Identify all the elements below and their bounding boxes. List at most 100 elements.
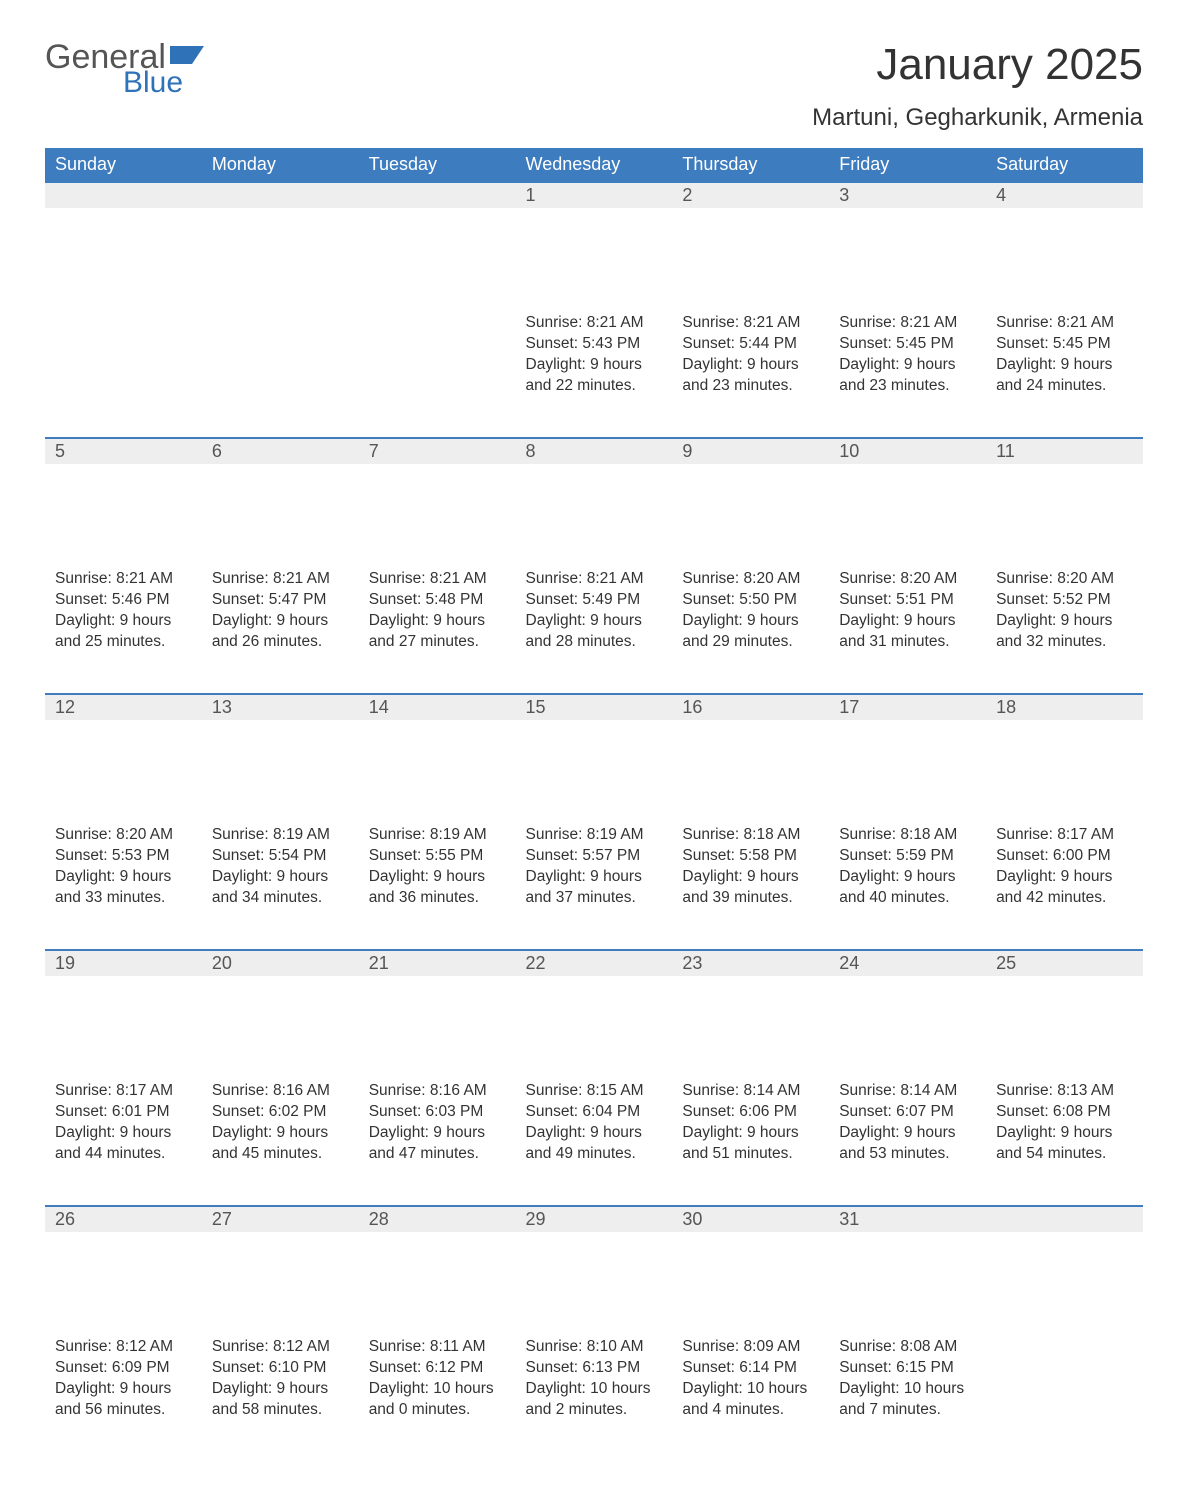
daynum-row: 12131415161718: [45, 693, 1143, 821]
day1-text: Daylight: 9 hours: [369, 867, 506, 888]
day1-text: Daylight: 9 hours: [526, 1123, 663, 1144]
day1-text: Daylight: 9 hours: [212, 1123, 349, 1144]
sunrise-text: Sunrise: 8:10 AM: [526, 1337, 663, 1358]
sunset-text: Sunset: 6:00 PM: [996, 846, 1133, 867]
daynum-row: 1234: [45, 181, 1143, 309]
location-text: Martuni, Gegharkunik, Armenia: [812, 104, 1143, 132]
day2-text: and 28 minutes.: [526, 632, 663, 653]
day-content: Sunrise: 8:17 AMSunset: 6:01 PMDaylight:…: [45, 1077, 202, 1173]
day1-text: Daylight: 9 hours: [682, 867, 819, 888]
daynum-cell: 23: [672, 949, 829, 1077]
daynum-cell: 16: [672, 693, 829, 821]
day-cell: Sunrise: 8:21 AMSunset: 5:47 PMDaylight:…: [202, 565, 359, 693]
sunset-text: Sunset: 6:01 PM: [55, 1102, 192, 1123]
day-cell: Sunrise: 8:20 AMSunset: 5:50 PMDaylight:…: [672, 565, 829, 693]
sunset-text: Sunset: 5:55 PM: [369, 846, 506, 867]
sunset-text: Sunset: 6:07 PM: [839, 1102, 976, 1123]
header-row: General Blue January 2025 Martuni, Gegha…: [45, 40, 1143, 132]
day1-text: Daylight: 9 hours: [996, 867, 1133, 888]
daynum-cell: 7: [359, 437, 516, 565]
day2-text: and 23 minutes.: [839, 376, 976, 397]
sunrise-text: Sunrise: 8:09 AM: [682, 1337, 819, 1358]
day-cell: Sunrise: 8:21 AMSunset: 5:44 PMDaylight:…: [672, 309, 829, 437]
header-row: Sunday Monday Tuesday Wednesday Thursday…: [45, 148, 1143, 181]
daynum-cell: 18: [986, 693, 1143, 821]
day-content: Sunrise: 8:21 AMSunset: 5:49 PMDaylight:…: [516, 565, 673, 661]
day-number: 27: [202, 1205, 359, 1232]
col-saturday: Saturday: [986, 148, 1143, 181]
day1-text: Daylight: 9 hours: [996, 611, 1133, 632]
sunrise-text: Sunrise: 8:21 AM: [682, 313, 819, 334]
daynum-cell: 17: [829, 693, 986, 821]
sunset-text: Sunset: 5:54 PM: [212, 846, 349, 867]
sunrise-text: Sunrise: 8:13 AM: [996, 1081, 1133, 1102]
day2-text: and 34 minutes.: [212, 888, 349, 909]
day-content: Sunrise: 8:18 AMSunset: 5:58 PMDaylight:…: [672, 821, 829, 917]
day-cell: Sunrise: 8:19 AMSunset: 5:55 PMDaylight:…: [359, 821, 516, 949]
day-number: 7: [359, 437, 516, 464]
day-cell: Sunrise: 8:21 AMSunset: 5:45 PMDaylight:…: [986, 309, 1143, 437]
daynum-cell: 2: [672, 181, 829, 309]
sunrise-text: Sunrise: 8:17 AM: [55, 1081, 192, 1102]
day-cell: Sunrise: 8:17 AMSunset: 6:01 PMDaylight:…: [45, 1077, 202, 1205]
sunrise-text: Sunrise: 8:21 AM: [369, 569, 506, 590]
daynum-cell: 20: [202, 949, 359, 1077]
day-cell: Sunrise: 8:10 AMSunset: 6:13 PMDaylight:…: [516, 1333, 673, 1461]
daynum-row: 19202122232425: [45, 949, 1143, 1077]
sunset-text: Sunset: 6:14 PM: [682, 1358, 819, 1379]
sunrise-text: Sunrise: 8:11 AM: [369, 1337, 506, 1358]
day2-text: and 54 minutes.: [996, 1144, 1133, 1165]
sunset-text: Sunset: 5:43 PM: [526, 334, 663, 355]
content-row: Sunrise: 8:20 AMSunset: 5:53 PMDaylight:…: [45, 821, 1143, 949]
calendar-table: Sunday Monday Tuesday Wednesday Thursday…: [45, 148, 1143, 1461]
sunset-text: Sunset: 6:10 PM: [212, 1358, 349, 1379]
day-number: 6: [202, 437, 359, 464]
daynum-cell: 6: [202, 437, 359, 565]
day1-text: Daylight: 9 hours: [839, 355, 976, 376]
sunset-text: Sunset: 5:52 PM: [996, 590, 1133, 611]
sunrise-text: Sunrise: 8:16 AM: [212, 1081, 349, 1102]
daynum-cell: 24: [829, 949, 986, 1077]
col-sunday: Sunday: [45, 148, 202, 181]
sunset-text: Sunset: 6:02 PM: [212, 1102, 349, 1123]
day-number: 5: [45, 437, 202, 464]
day1-text: Daylight: 9 hours: [839, 611, 976, 632]
day-cell: Sunrise: 8:17 AMSunset: 6:00 PMDaylight:…: [986, 821, 1143, 949]
sunrise-text: Sunrise: 8:14 AM: [839, 1081, 976, 1102]
day-cell: [45, 309, 202, 437]
day-cell: Sunrise: 8:20 AMSunset: 5:52 PMDaylight:…: [986, 565, 1143, 693]
day-cell: Sunrise: 8:14 AMSunset: 6:07 PMDaylight:…: [829, 1077, 986, 1205]
sunset-text: Sunset: 5:58 PM: [682, 846, 819, 867]
content-row: Sunrise: 8:21 AMSunset: 5:46 PMDaylight:…: [45, 565, 1143, 693]
day-content: Sunrise: 8:12 AMSunset: 6:09 PMDaylight:…: [45, 1333, 202, 1429]
brand-part2: Blue: [123, 68, 204, 98]
sunset-text: Sunset: 6:13 PM: [526, 1358, 663, 1379]
day-number: 15: [516, 693, 673, 720]
day2-text: and 40 minutes.: [839, 888, 976, 909]
day1-text: Daylight: 9 hours: [839, 867, 976, 888]
day1-text: Daylight: 9 hours: [55, 867, 192, 888]
day-cell: [202, 309, 359, 437]
sunrise-text: Sunrise: 8:20 AM: [996, 569, 1133, 590]
day2-text: and 39 minutes.: [682, 888, 819, 909]
day-number: 22: [516, 949, 673, 976]
day-content: Sunrise: 8:17 AMSunset: 6:00 PMDaylight:…: [986, 821, 1143, 917]
day-content: Sunrise: 8:18 AMSunset: 5:59 PMDaylight:…: [829, 821, 986, 917]
day-number: 26: [45, 1205, 202, 1232]
day-number: 25: [986, 949, 1143, 976]
day1-text: Daylight: 9 hours: [996, 355, 1133, 376]
day1-text: Daylight: 10 hours: [526, 1379, 663, 1400]
sunrise-text: Sunrise: 8:19 AM: [212, 825, 349, 846]
sunrise-text: Sunrise: 8:18 AM: [839, 825, 976, 846]
day-cell: Sunrise: 8:18 AMSunset: 5:58 PMDaylight:…: [672, 821, 829, 949]
day-number: 20: [202, 949, 359, 976]
day-content: Sunrise: 8:21 AMSunset: 5:46 PMDaylight:…: [45, 565, 202, 661]
day-cell: [359, 309, 516, 437]
day-number: 31: [829, 1205, 986, 1232]
day-cell: Sunrise: 8:13 AMSunset: 6:08 PMDaylight:…: [986, 1077, 1143, 1205]
day-number: 2: [672, 181, 829, 208]
daynum-row: 262728293031: [45, 1205, 1143, 1333]
daynum-cell: [986, 1205, 1143, 1333]
flag-icon: [170, 42, 204, 68]
day2-text: and 56 minutes.: [55, 1400, 192, 1421]
